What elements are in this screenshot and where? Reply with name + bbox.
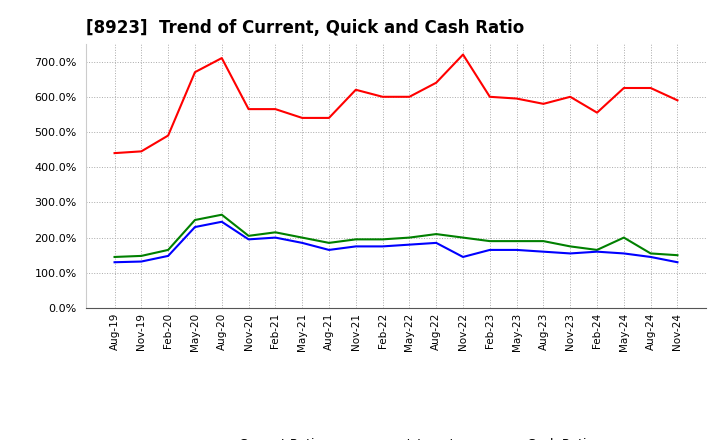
Cash Ratio: [110, 260, 119, 265]
Line: Quick Ratio: Quick Ratio: [114, 215, 678, 257]
Quick Ratio: [432, 231, 441, 237]
Quick Ratio: [513, 238, 521, 244]
Current Ratio: [110, 150, 119, 156]
Cash Ratio: [137, 259, 145, 264]
Quick Ratio: [325, 240, 333, 246]
Current Ratio: [485, 94, 494, 99]
Quick Ratio: [566, 244, 575, 249]
Current Ratio: [593, 110, 601, 115]
Quick Ratio: [619, 235, 628, 240]
Cash Ratio: [566, 251, 575, 256]
Current Ratio: [325, 115, 333, 121]
Text: [8923]  Trend of Current, Quick and Cash Ratio: [8923] Trend of Current, Quick and Cash …: [86, 19, 525, 37]
Cash Ratio: [191, 224, 199, 230]
Quick Ratio: [351, 237, 360, 242]
Current Ratio: [539, 101, 548, 106]
Quick Ratio: [244, 233, 253, 238]
Current Ratio: [217, 55, 226, 61]
Cash Ratio: [405, 242, 414, 247]
Current Ratio: [566, 94, 575, 99]
Line: Current Ratio: Current Ratio: [114, 55, 678, 153]
Cash Ratio: [539, 249, 548, 254]
Current Ratio: [513, 96, 521, 101]
Quick Ratio: [110, 254, 119, 260]
Quick Ratio: [459, 235, 467, 240]
Cash Ratio: [164, 253, 173, 259]
Quick Ratio: [405, 235, 414, 240]
Cash Ratio: [271, 235, 279, 240]
Current Ratio: [432, 80, 441, 85]
Current Ratio: [191, 70, 199, 75]
Current Ratio: [619, 85, 628, 91]
Current Ratio: [137, 149, 145, 154]
Cash Ratio: [593, 249, 601, 254]
Legend: Current Ratio, Quick Ratio, Cash Ratio: Current Ratio, Quick Ratio, Cash Ratio: [193, 433, 599, 440]
Quick Ratio: [271, 230, 279, 235]
Cash Ratio: [619, 251, 628, 256]
Current Ratio: [351, 87, 360, 92]
Current Ratio: [244, 106, 253, 112]
Cash Ratio: [459, 254, 467, 260]
Quick Ratio: [539, 238, 548, 244]
Line: Cash Ratio: Cash Ratio: [114, 222, 678, 262]
Quick Ratio: [378, 237, 387, 242]
Cash Ratio: [673, 260, 682, 265]
Current Ratio: [378, 94, 387, 99]
Cash Ratio: [217, 219, 226, 224]
Quick Ratio: [673, 253, 682, 258]
Cash Ratio: [244, 237, 253, 242]
Quick Ratio: [298, 235, 307, 240]
Current Ratio: [459, 52, 467, 57]
Quick Ratio: [647, 251, 655, 256]
Cash Ratio: [485, 247, 494, 253]
Current Ratio: [673, 98, 682, 103]
Current Ratio: [271, 106, 279, 112]
Quick Ratio: [217, 212, 226, 217]
Cash Ratio: [432, 240, 441, 246]
Cash Ratio: [325, 247, 333, 253]
Quick Ratio: [164, 247, 173, 253]
Quick Ratio: [137, 253, 145, 259]
Current Ratio: [164, 133, 173, 138]
Current Ratio: [405, 94, 414, 99]
Quick Ratio: [191, 217, 199, 223]
Cash Ratio: [513, 247, 521, 253]
Current Ratio: [647, 85, 655, 91]
Cash Ratio: [647, 254, 655, 260]
Quick Ratio: [593, 247, 601, 253]
Cash Ratio: [378, 244, 387, 249]
Current Ratio: [298, 115, 307, 121]
Cash Ratio: [351, 244, 360, 249]
Quick Ratio: [485, 238, 494, 244]
Cash Ratio: [298, 240, 307, 246]
